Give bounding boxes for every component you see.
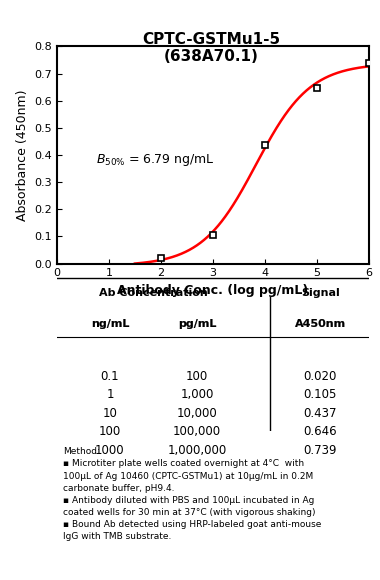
Text: 0.1: 0.1 <box>101 369 119 383</box>
Text: pg/mL: pg/mL <box>178 318 216 329</box>
Text: 0.739: 0.739 <box>304 444 337 457</box>
Text: $B_{50\%}$ = 6.79 ng/mL: $B_{50\%}$ = 6.79 ng/mL <box>96 153 215 168</box>
Text: pg/mL: pg/mL <box>178 318 216 329</box>
Text: A450nm: A450nm <box>295 318 346 329</box>
Text: Ab Concentration: Ab Concentration <box>99 288 208 298</box>
Text: A450nm: A450nm <box>295 318 346 329</box>
Text: 1,000: 1,000 <box>180 388 214 401</box>
Text: 0.646: 0.646 <box>304 425 337 438</box>
Text: 0.437: 0.437 <box>304 407 337 420</box>
Text: (638A70.1): (638A70.1) <box>163 49 258 64</box>
X-axis label: Antibody Conc. (log pg/mL): Antibody Conc. (log pg/mL) <box>117 284 309 297</box>
Text: 1,000,000: 1,000,000 <box>168 444 227 457</box>
Text: 1000: 1000 <box>95 444 125 457</box>
Text: 10: 10 <box>103 407 117 420</box>
Text: ng/mL: ng/mL <box>91 318 129 329</box>
Text: pg/mL: pg/mL <box>178 318 216 329</box>
Text: 10,000: 10,000 <box>177 407 218 420</box>
Y-axis label: Absorbance (450nm): Absorbance (450nm) <box>16 89 29 221</box>
Text: 1: 1 <box>106 388 114 401</box>
Text: 100: 100 <box>99 425 121 438</box>
Text: Signal: Signal <box>301 288 340 298</box>
Text: 100,000: 100,000 <box>173 425 221 438</box>
Text: 0.020: 0.020 <box>304 369 337 383</box>
Text: 0.105: 0.105 <box>304 388 337 401</box>
Text: ng/mL: ng/mL <box>91 318 129 329</box>
Text: ng/mL: ng/mL <box>91 318 129 329</box>
Text: 100: 100 <box>186 369 208 383</box>
Text: CPTC-GSTMu1-5: CPTC-GSTMu1-5 <box>142 32 280 47</box>
Text: Method:
▪ Microtiter plate wells coated overnight at 4°C  with
100μL of Ag 10460: Method: ▪ Microtiter plate wells coated … <box>63 447 321 541</box>
Text: A450nm: A450nm <box>295 318 346 329</box>
